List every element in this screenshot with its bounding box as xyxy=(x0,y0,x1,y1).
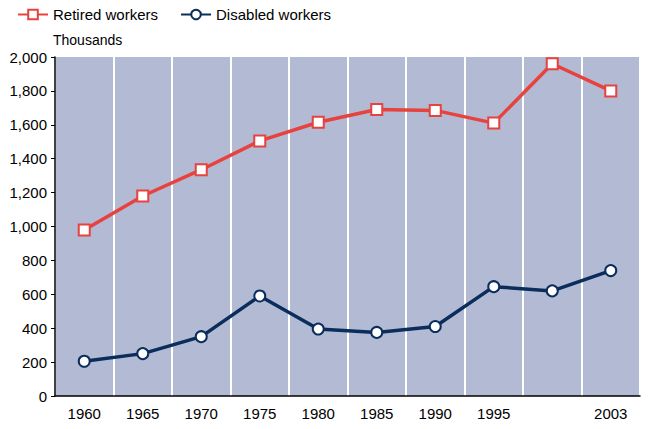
svg-text:Disabled workers: Disabled workers xyxy=(216,6,331,23)
svg-text:1990: 1990 xyxy=(419,405,452,422)
svg-text:Retired workers: Retired workers xyxy=(53,6,158,23)
svg-text:1980: 1980 xyxy=(302,405,335,422)
svg-text:1,000: 1,000 xyxy=(9,218,47,235)
svg-text:1,200: 1,200 xyxy=(9,184,47,201)
svg-text:1960: 1960 xyxy=(68,405,101,422)
svg-text:1970: 1970 xyxy=(185,405,218,422)
svg-text:1965: 1965 xyxy=(126,405,159,422)
svg-text:200: 200 xyxy=(22,354,47,371)
svg-text:2,000: 2,000 xyxy=(9,49,47,66)
svg-text:Thousands: Thousands xyxy=(53,32,122,48)
svg-text:2003: 2003 xyxy=(594,405,627,422)
svg-text:1,600: 1,600 xyxy=(9,116,47,133)
svg-text:0: 0 xyxy=(39,388,47,405)
svg-text:1995: 1995 xyxy=(477,405,510,422)
svg-text:800: 800 xyxy=(22,252,47,269)
svg-text:600: 600 xyxy=(22,286,47,303)
svg-text:1,400: 1,400 xyxy=(9,150,47,167)
svg-text:1975: 1975 xyxy=(243,405,276,422)
svg-text:1985: 1985 xyxy=(360,405,393,422)
svg-text:400: 400 xyxy=(22,320,47,337)
svg-text:1,800: 1,800 xyxy=(9,82,47,99)
